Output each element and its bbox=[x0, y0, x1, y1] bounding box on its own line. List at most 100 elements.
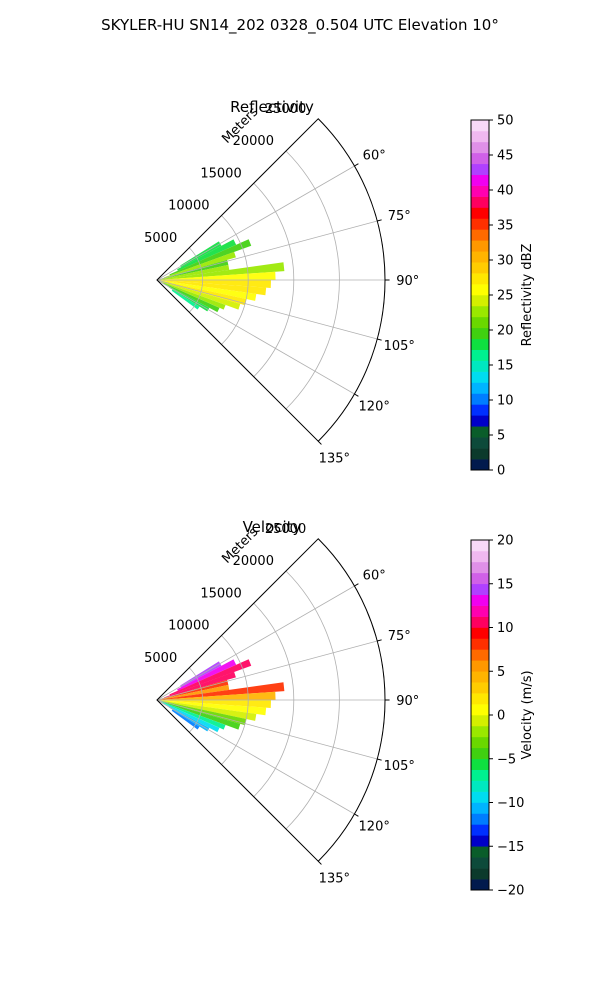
reflectivity-colorbar-tick-label: 0 bbox=[497, 464, 505, 479]
velocity-colorbar-tick-label: 5 bbox=[497, 665, 505, 680]
velocity-colorbar-segment bbox=[471, 747, 489, 760]
reflectivity-colorbar-segment bbox=[471, 448, 489, 460]
reflectivity-colorbar-segment bbox=[471, 415, 489, 427]
velocity-azimuth-line bbox=[156, 640, 378, 701]
reflectivity-colorbar-segment bbox=[471, 284, 489, 296]
velocity-colorbar-segment bbox=[471, 802, 489, 814]
reflectivity-colorbar-segment bbox=[471, 130, 489, 143]
reflectivity-colorbar-segment bbox=[471, 174, 489, 186]
reflectivity-range-label: 20000 bbox=[233, 134, 274, 149]
velocity-azimuth-line bbox=[156, 699, 378, 760]
velocity-theta-label: 120° bbox=[359, 819, 390, 834]
reflectivity-colorbar-segment bbox=[471, 163, 489, 175]
velocity-colorbar-segment bbox=[471, 660, 489, 672]
reflectivity-theta-tick bbox=[354, 393, 359, 397]
velocity-colorbar-segment bbox=[471, 682, 489, 694]
velocity-colorbar-segment bbox=[471, 824, 489, 836]
reflectivity-echo-field bbox=[157, 239, 285, 313]
velocity-range-label: 15000 bbox=[200, 586, 241, 601]
reflectivity-colorbar-segment bbox=[471, 262, 489, 274]
velocity-colorbar-segment bbox=[471, 725, 489, 738]
reflectivity-echo-gate bbox=[157, 280, 271, 288]
reflectivity-colorbar-segment bbox=[471, 371, 489, 383]
reflectivity-echo-gate bbox=[161, 281, 226, 310]
velocity-echo-gate bbox=[171, 709, 200, 730]
reflectivity-range-label: 15000 bbox=[200, 166, 241, 181]
velocity-range-label: 20000 bbox=[233, 554, 274, 569]
velocity-echo-gate bbox=[157, 700, 267, 716]
reflectivity-azimuth-line bbox=[156, 220, 378, 281]
velocity-colorbar-segment bbox=[471, 671, 489, 683]
reflectivity-colorbar-segment bbox=[471, 218, 489, 230]
velocity-echo-gate bbox=[163, 702, 220, 733]
velocity-colorbar-tick-label: 20 bbox=[497, 534, 514, 549]
reflectivity-range-label: 10000 bbox=[168, 199, 209, 214]
reflectivity-colorbar-tick-label: 20 bbox=[497, 324, 514, 339]
reflectivity-range-label: 25000 bbox=[265, 102, 306, 117]
reflectivity-colorbar-segment bbox=[471, 360, 489, 372]
reflectivity-colorbar-segment bbox=[471, 152, 489, 165]
reflectivity-colorbar-tick-label: 25 bbox=[497, 289, 514, 304]
velocity-colorbar-segment bbox=[471, 561, 489, 574]
reflectivity-theta-label: 90° bbox=[396, 274, 419, 289]
velocity-echo-gate bbox=[161, 701, 226, 730]
reflectivity-colorbar-segment bbox=[471, 426, 489, 438]
reflectivity-echo-gate bbox=[171, 289, 200, 310]
velocity-colorbar-segment bbox=[471, 638, 489, 650]
reflectivity-echo-gate bbox=[163, 282, 220, 313]
reflectivity-theta-tick bbox=[317, 440, 322, 445]
velocity-colorbar-segment bbox=[471, 627, 489, 639]
reflectivity-colorbar-segment bbox=[471, 120, 489, 132]
velocity-colorbar-segment bbox=[471, 857, 489, 869]
velocity-echo-field bbox=[157, 659, 285, 733]
velocity-colorbar-segment bbox=[471, 835, 489, 847]
velocity-theta-tick bbox=[354, 583, 359, 587]
velocity-panel: Velocity 60° 75° 90° 105° 120° 135° 5000 10000 15… bbox=[144, 518, 535, 899]
reflectivity-theta-label: 75° bbox=[388, 209, 411, 224]
velocity-theta-label: 75° bbox=[388, 629, 411, 644]
velocity-colorbar-segment bbox=[471, 540, 489, 552]
velocity-colorbar-segment bbox=[471, 550, 489, 563]
reflectivity-title: Reflectivity bbox=[230, 98, 314, 116]
reflectivity-range-label: 5000 bbox=[144, 231, 177, 246]
reflectivity-colorbar-segment bbox=[471, 349, 489, 361]
velocity-theta-tick bbox=[354, 813, 359, 817]
velocity-echo-gate bbox=[177, 659, 237, 691]
reflectivity-echo-gate bbox=[158, 262, 285, 280]
velocity-echo-gate bbox=[157, 691, 276, 700]
reflectivity-colorbar-tick-label: 35 bbox=[497, 219, 514, 234]
velocity-colorbar-segment bbox=[471, 715, 489, 727]
velocity-echo-gate bbox=[159, 684, 230, 700]
reflectivity-colorbar-segment bbox=[471, 207, 489, 219]
reflectivity-colorbar-segment bbox=[471, 305, 489, 318]
velocity-theta-label: 90° bbox=[396, 694, 419, 709]
velocity-colorbar-segment bbox=[471, 572, 489, 585]
velocity-theta-label: 135° bbox=[319, 871, 350, 886]
reflectivity-colorbar-segment bbox=[471, 273, 489, 285]
reflectivity-theta-tick bbox=[377, 338, 382, 341]
velocity-colorbar-segment bbox=[471, 868, 489, 880]
reflectivity-colorbar-tick-label: 10 bbox=[497, 394, 514, 409]
reflectivity-colorbar-segment bbox=[471, 459, 489, 471]
reflectivity-colorbar-segment bbox=[471, 382, 489, 394]
reflectivity-colorbar-tick-label: 30 bbox=[497, 254, 514, 269]
velocity-colorbar-tick-label: −10 bbox=[497, 796, 524, 811]
reflectivity-echo-gate bbox=[169, 239, 252, 276]
reflectivity-colorbar-tick-label: 15 bbox=[497, 359, 514, 374]
velocity-colorbar-tick-label: 0 bbox=[497, 709, 505, 724]
reflectivity-theta-label: 105° bbox=[384, 339, 415, 354]
velocity-theta-tick bbox=[317, 860, 322, 865]
velocity-echo-gate bbox=[169, 659, 252, 696]
reflectivity-colorbar-segment bbox=[471, 393, 489, 405]
reflectivity-colorbar-segment bbox=[471, 404, 489, 416]
velocity-colorbar-segment bbox=[471, 791, 489, 803]
velocity-colorbar-tick-label: −20 bbox=[497, 884, 524, 899]
reflectivity-echo-gate bbox=[157, 280, 267, 296]
reflectivity-colorbar-tick-label: 5 bbox=[497, 429, 505, 444]
velocity-colorbar-segment bbox=[471, 813, 489, 825]
velocity-colorbar-segment bbox=[471, 736, 489, 749]
reflectivity-echo-gate bbox=[177, 239, 237, 271]
velocity-colorbar-segment bbox=[471, 758, 489, 770]
velocity-theta-label: 105° bbox=[384, 759, 415, 774]
velocity-colorbar-segment bbox=[471, 846, 489, 858]
